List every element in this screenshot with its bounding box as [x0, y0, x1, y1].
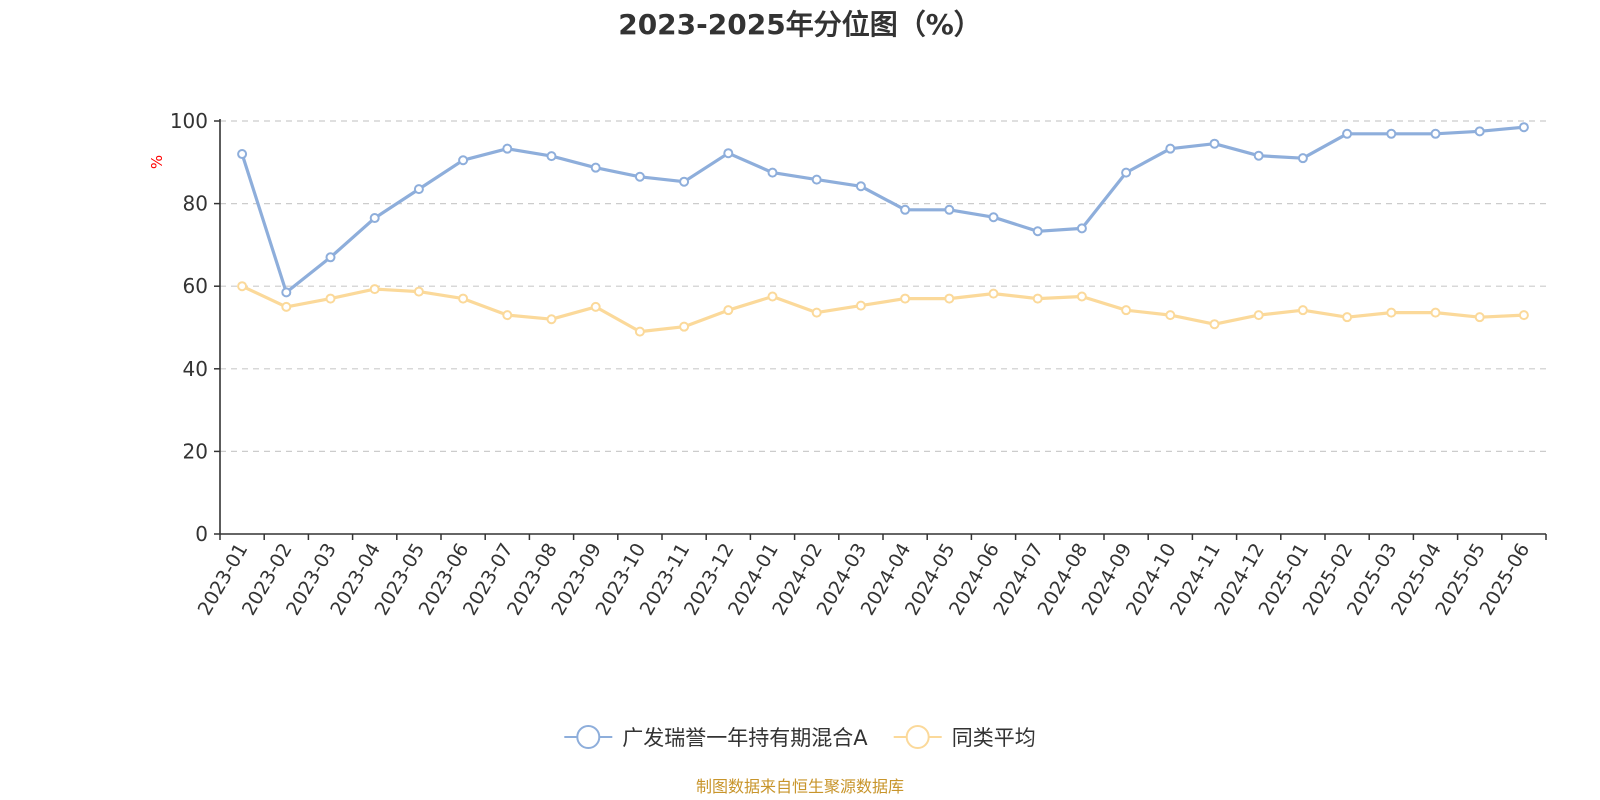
y-tick-label-20: 20 — [183, 439, 208, 463]
series-line-1 — [240, 284, 1526, 334]
y-axis-ticks: 0 20 40 60 80 100 — [170, 109, 220, 546]
y-tick-label-0: 0 — [195, 522, 208, 546]
data-point-0-2024-12 — [1253, 150, 1264, 161]
data-point-1-2025-04 — [1430, 307, 1441, 318]
data-point-1-2024-10 — [1165, 310, 1176, 321]
data-point-0-2024-01 — [767, 167, 778, 178]
data-point-1-2024-08 — [1076, 291, 1087, 302]
data-point-1-2024-06 — [988, 288, 999, 299]
data-point-0-2025-04 — [1430, 128, 1441, 139]
gridlines — [220, 120, 1546, 452]
data-point-0-2024-02 — [811, 174, 822, 185]
legend-marker-1 — [905, 725, 930, 749]
data-point-1-2023-01 — [237, 281, 248, 292]
data-point-0-2025-02 — [1342, 128, 1353, 139]
data-point-0-2023-10 — [634, 171, 645, 182]
data-point-0-2024-09 — [1121, 167, 1132, 178]
data-point-0-2023-06 — [458, 155, 469, 166]
data-point-0-2024-10 — [1165, 143, 1176, 154]
data-point-0-2023-05 — [413, 184, 424, 195]
data-point-1-2023-06 — [458, 293, 469, 304]
data-point-1-2024-07 — [1032, 293, 1043, 304]
data-point-0-2024-07 — [1032, 226, 1043, 237]
data-point-0-2024-08 — [1076, 223, 1087, 234]
data-point-1-2023-12 — [723, 305, 734, 316]
data-point-0-2024-11 — [1209, 138, 1220, 149]
data-point-0-2023-02 — [281, 287, 292, 298]
legend-marker-0 — [576, 725, 601, 749]
data-point-0-2025-03 — [1386, 128, 1397, 139]
data-point-0-2025-05 — [1474, 126, 1485, 137]
legend-label-0: 广发瑞誉一年持有期混合A — [622, 726, 868, 750]
data-point-1-2025-06 — [1518, 310, 1529, 321]
data-point-1-2025-02 — [1342, 312, 1353, 323]
chart-title: 2023-2025年分位图（%） — [618, 8, 982, 41]
series-1 — [237, 281, 1529, 337]
legend-item-1: 同类平均 — [893, 725, 1036, 750]
data-source-note: 制图数据来自恒生聚源数据库 — [696, 777, 904, 796]
data-point-0-2024-03 — [855, 181, 866, 192]
data-point-1-2023-05 — [413, 286, 424, 297]
data-point-1-2023-02 — [281, 301, 292, 312]
data-point-0-2023-01 — [237, 149, 248, 160]
data-point-0-2024-06 — [988, 212, 999, 223]
data-point-1-2023-11 — [679, 321, 690, 332]
data-point-1-2024-12 — [1253, 310, 1264, 321]
axes — [219, 119, 1546, 535]
data-point-0-2023-12 — [723, 148, 734, 159]
data-point-0-2023-08 — [546, 151, 557, 162]
legend: 广发瑞誉一年持有期混合A 同类平均 — [564, 725, 1036, 750]
data-point-1-2024-11 — [1209, 319, 1220, 330]
data-point-0-2024-05 — [944, 204, 955, 215]
data-point-1-2023-10 — [634, 326, 645, 337]
legend-label-1: 同类平均 — [952, 726, 1036, 750]
y-tick-label-60: 60 — [183, 274, 208, 298]
data-point-1-2024-09 — [1121, 305, 1132, 316]
y-axis-unit-label: % — [148, 155, 166, 169]
data-point-1-2024-02 — [811, 307, 822, 318]
data-point-1-2023-09 — [590, 301, 601, 312]
data-point-1-2025-03 — [1386, 307, 1397, 318]
data-point-0-2023-11 — [679, 176, 690, 187]
data-point-1-2024-03 — [855, 300, 866, 311]
data-point-0-2025-01 — [1297, 153, 1308, 164]
data-point-1-2025-05 — [1474, 312, 1485, 323]
data-point-1-2023-04 — [369, 284, 380, 295]
data-point-1-2023-03 — [325, 293, 336, 304]
data-point-1-2025-01 — [1297, 305, 1308, 316]
data-point-0-2023-04 — [369, 213, 380, 224]
data-point-0-2023-07 — [502, 143, 513, 154]
y-tick-label-100: 100 — [170, 109, 208, 133]
data-point-1-2024-05 — [944, 293, 955, 304]
series-layer — [237, 122, 1529, 337]
data-point-0-2023-09 — [590, 162, 601, 173]
series-0 — [237, 122, 1529, 298]
y-tick-label-80: 80 — [183, 192, 208, 216]
data-point-1-2023-07 — [502, 310, 513, 321]
legend-item-0: 广发瑞誉一年持有期混合A — [564, 725, 868, 750]
data-point-0-2025-06 — [1518, 122, 1529, 133]
x-axis-ticks: 2023-012023-022023-032023-042023-052023-… — [194, 534, 1547, 619]
series-line-0 — [240, 125, 1526, 294]
data-point-0-2024-04 — [900, 204, 911, 215]
data-point-1-2023-08 — [546, 314, 557, 325]
data-point-1-2024-01 — [767, 291, 778, 302]
y-tick-label-40: 40 — [183, 357, 208, 381]
data-point-0-2023-03 — [325, 252, 336, 263]
data-point-1-2024-04 — [900, 293, 911, 304]
